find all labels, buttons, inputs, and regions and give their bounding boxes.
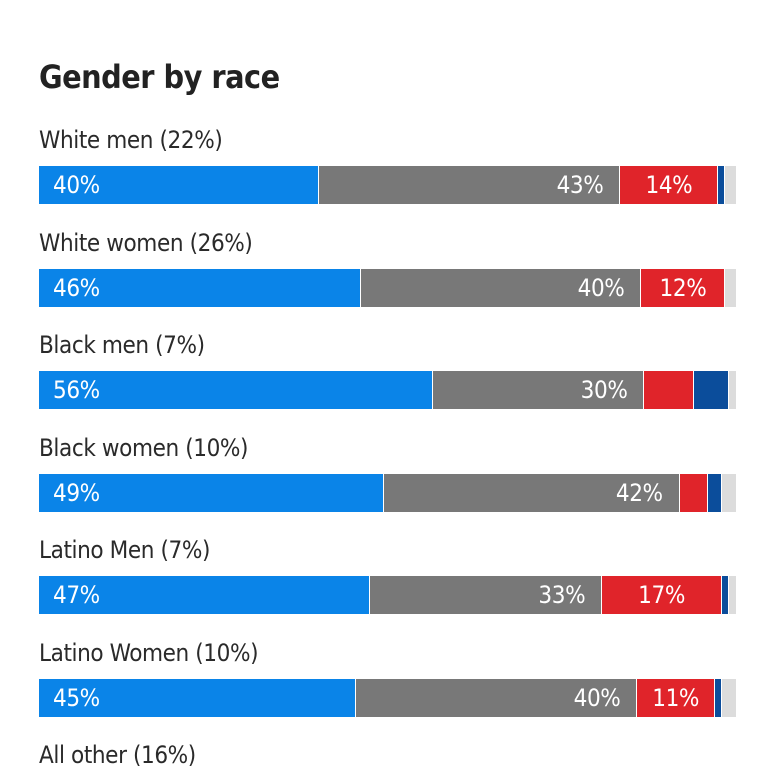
data-label: 47%	[53, 581, 100, 609]
data-label: 17%	[638, 581, 685, 609]
bar-segment-3	[679, 473, 708, 512]
bar-segment-1: 49%	[39, 473, 384, 512]
data-label: 40%	[577, 273, 625, 302]
stacked-bar: 49% 42%	[39, 473, 736, 512]
bar-segment-2: 33%	[369, 576, 603, 614]
bar-segment-2: 30%	[433, 371, 645, 409]
data-label: 33%	[538, 581, 586, 609]
bar-segment-5	[725, 166, 736, 204]
data-label: 40%	[53, 171, 100, 199]
data-label: 46%	[53, 273, 100, 302]
bar-segment-3: 14%	[620, 166, 719, 204]
bar-segment-2: 40%	[355, 678, 638, 717]
data-label: 43%	[556, 171, 604, 199]
stacked-bar: 40% 43% 14%	[39, 166, 736, 204]
bar-segment-4	[718, 166, 726, 204]
row-label: Latino Women (10%)	[39, 638, 259, 667]
bar-segment-4	[721, 576, 729, 614]
data-label: 30%	[580, 376, 628, 404]
bar-segment-2: 42%	[383, 473, 680, 512]
bar-segment-5	[725, 268, 736, 307]
bar-segment-2: 43%	[319, 166, 621, 204]
bar-segment-1: 40%	[39, 166, 320, 204]
chart-title: Gender by race	[39, 58, 280, 96]
row-label: Black women (10%)	[39, 433, 249, 462]
row-label: All other (16%)	[39, 741, 196, 769]
bar-segment-4	[693, 371, 729, 409]
bar-segment-3: 11%	[637, 678, 715, 717]
row-label: White men (22%)	[39, 126, 223, 154]
data-label: 45%	[53, 683, 100, 712]
data-label: 14%	[645, 171, 693, 199]
bar-segment-5	[721, 678, 736, 717]
stacked-bar: 46% 40% 12%	[39, 268, 736, 307]
bar-segment-4	[714, 678, 722, 717]
stacked-bar: 56% 30%	[39, 371, 736, 409]
bar-segment-5	[728, 371, 736, 409]
data-label: 42%	[615, 478, 663, 507]
data-label: 56%	[53, 376, 100, 404]
bar-segment-3: 12%	[641, 268, 726, 307]
bar-segment-3: 17%	[602, 576, 722, 614]
bar-segment-4	[707, 473, 722, 512]
bar-segment-1: 56%	[39, 371, 434, 409]
bar-segment-2: 40%	[361, 268, 642, 307]
bar-segment-1: 47%	[39, 576, 370, 614]
bar-segment-1: 46%	[39, 268, 362, 307]
data-label: 49%	[53, 478, 100, 507]
stacked-bar: 47% 33% 17%	[39, 576, 736, 614]
data-label: 11%	[652, 683, 700, 712]
row-label: White women (26%)	[39, 228, 253, 257]
data-label: 40%	[573, 683, 621, 712]
bar-segment-3	[644, 371, 694, 409]
bar-segment-1: 45%	[39, 678, 356, 717]
bar-segment-5	[721, 473, 736, 512]
row-label: Latino Men (7%)	[39, 536, 211, 564]
bar-segment-5	[728, 576, 736, 614]
stacked-bar: 45% 40% 11%	[39, 678, 736, 717]
data-label: 12%	[659, 273, 707, 302]
row-label: Black men (7%)	[39, 331, 205, 359]
